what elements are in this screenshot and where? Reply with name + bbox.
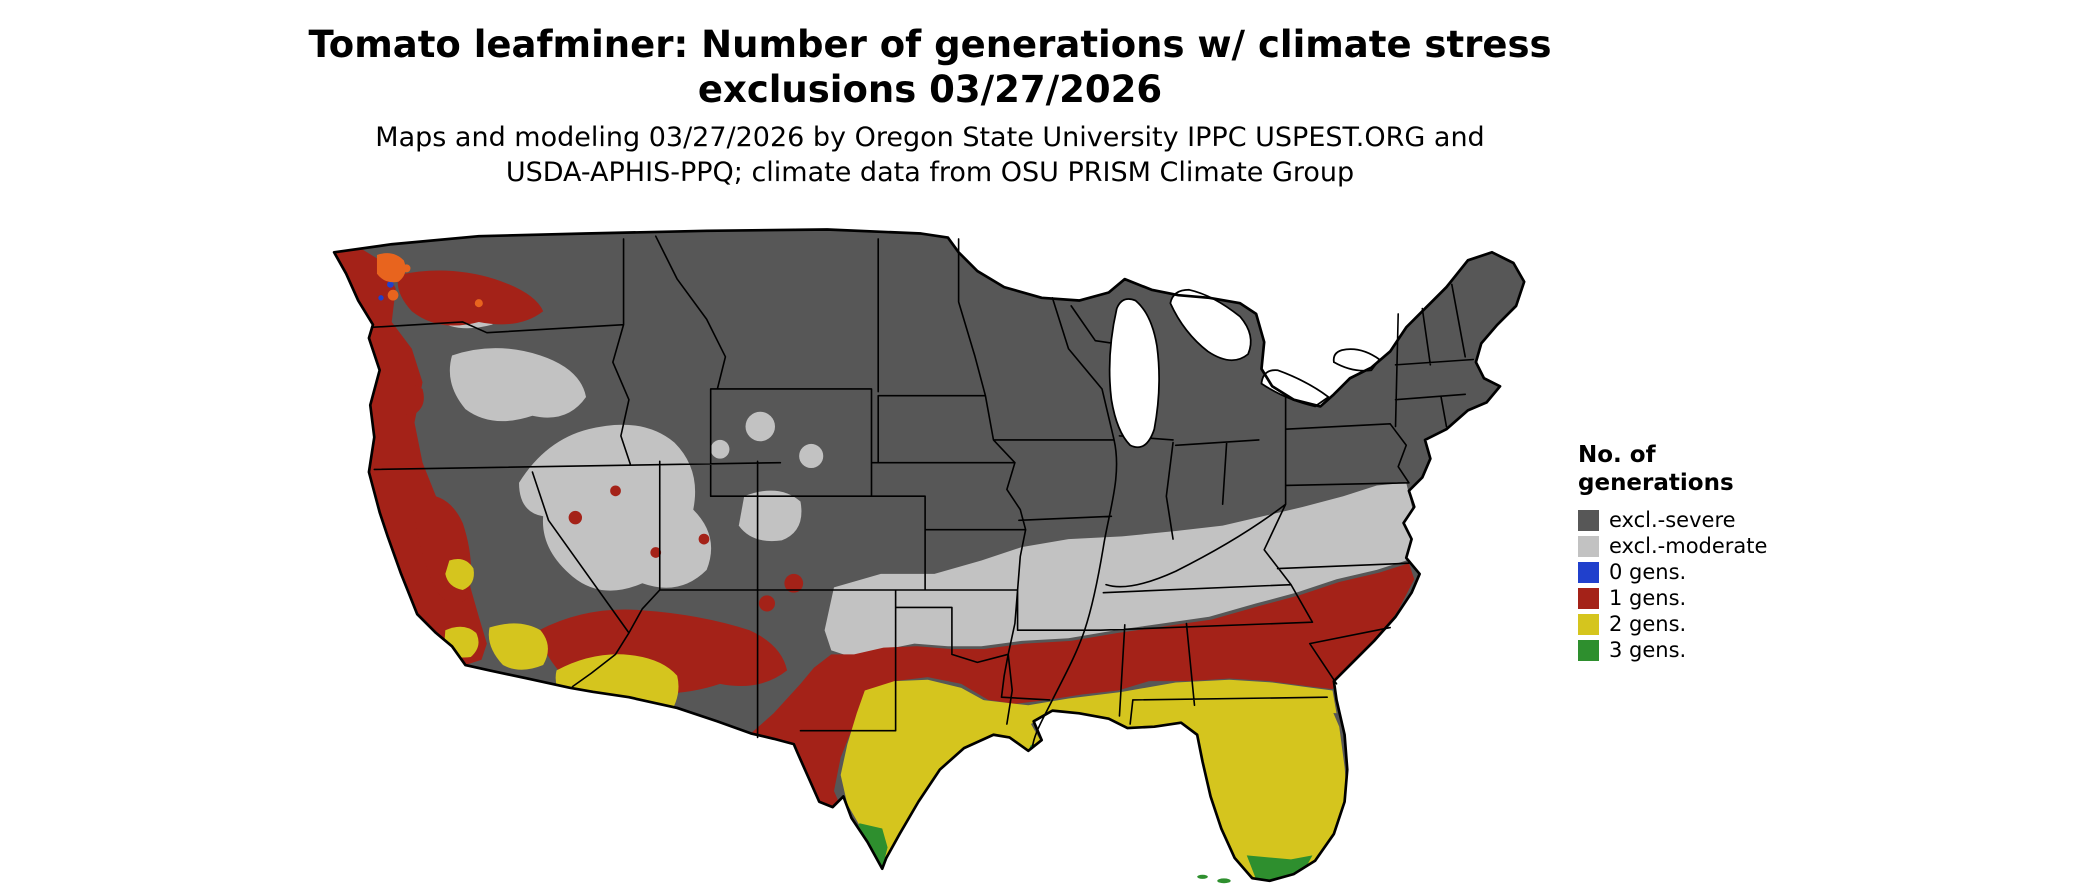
- us-map-svg: [332, 228, 1526, 884]
- map-subtitle: Maps and modeling 03/27/2026 by Oregon S…: [0, 120, 1860, 190]
- legend-title-line1: No. of: [1578, 442, 1656, 468]
- legend-title-line2: generations: [1578, 469, 1734, 496]
- legend-swatch-0-gens: [1578, 562, 1599, 584]
- legend-item-1-gens: 1 gens.: [1578, 586, 1767, 611]
- us-generations-map: [318, 228, 1555, 885]
- legend-item-3-gens: 3 gens.: [1578, 638, 1767, 663]
- region-hotspots: [376, 253, 483, 308]
- legend-item-2-gens: 2 gens.: [1578, 612, 1767, 637]
- legend-swatch-excl-severe: [1578, 510, 1599, 532]
- legend-item-0-gens: 0 gens.: [1578, 560, 1767, 585]
- map-subtitle-line1: Maps and modeling 03/27/2026 by Oregon S…: [375, 122, 1485, 153]
- legend-label-excl-moderate: excl.-moderate: [1609, 534, 1768, 559]
- lake-huron: [1169, 288, 1252, 362]
- great-lakes: [1108, 288, 1381, 449]
- lake-michigan: [1108, 298, 1160, 449]
- legend-swatch-2-gens: [1578, 614, 1599, 636]
- legend-swatch-3-gens: [1578, 640, 1599, 662]
- legend-item-excl-severe: excl.-severe: [1578, 508, 1767, 533]
- florida-keys: [1197, 874, 1231, 884]
- map-title-line1: Tomato leafminer: Number of generations …: [308, 23, 1552, 66]
- legend-swatch-1-gens: [1578, 588, 1599, 610]
- map-subtitle-line2: USDA-APHIS-PPQ; climate data from OSU PR…: [505, 157, 1355, 189]
- state-borders: [370, 235, 1475, 749]
- legend-label-1-gens: 1 gens.: [1609, 586, 1687, 611]
- map-title-line2: exclusions 03/27/2026: [697, 68, 1163, 112]
- lake-ontario: [1332, 348, 1381, 372]
- legend-label-excl-severe: excl.-severe: [1609, 508, 1736, 533]
- lake-erie: [1260, 369, 1330, 408]
- legend-label-2-gens: 2 gens.: [1609, 612, 1687, 637]
- map-title: Tomato leafminer: Number of generations …: [0, 22, 1860, 112]
- legend-label-0-gens: 0 gens.: [1609, 560, 1687, 585]
- legend-title: No. of generations: [1578, 442, 1767, 497]
- legend-swatch-excl-moderate: [1578, 536, 1599, 558]
- us-outline: [332, 228, 1526, 883]
- legend: No. of generations excl.-severe excl.-mo…: [1578, 442, 1767, 666]
- legend-label-3-gens: 3 gens.: [1609, 638, 1687, 663]
- legend-item-excl-moderate: excl.-moderate: [1578, 534, 1768, 559]
